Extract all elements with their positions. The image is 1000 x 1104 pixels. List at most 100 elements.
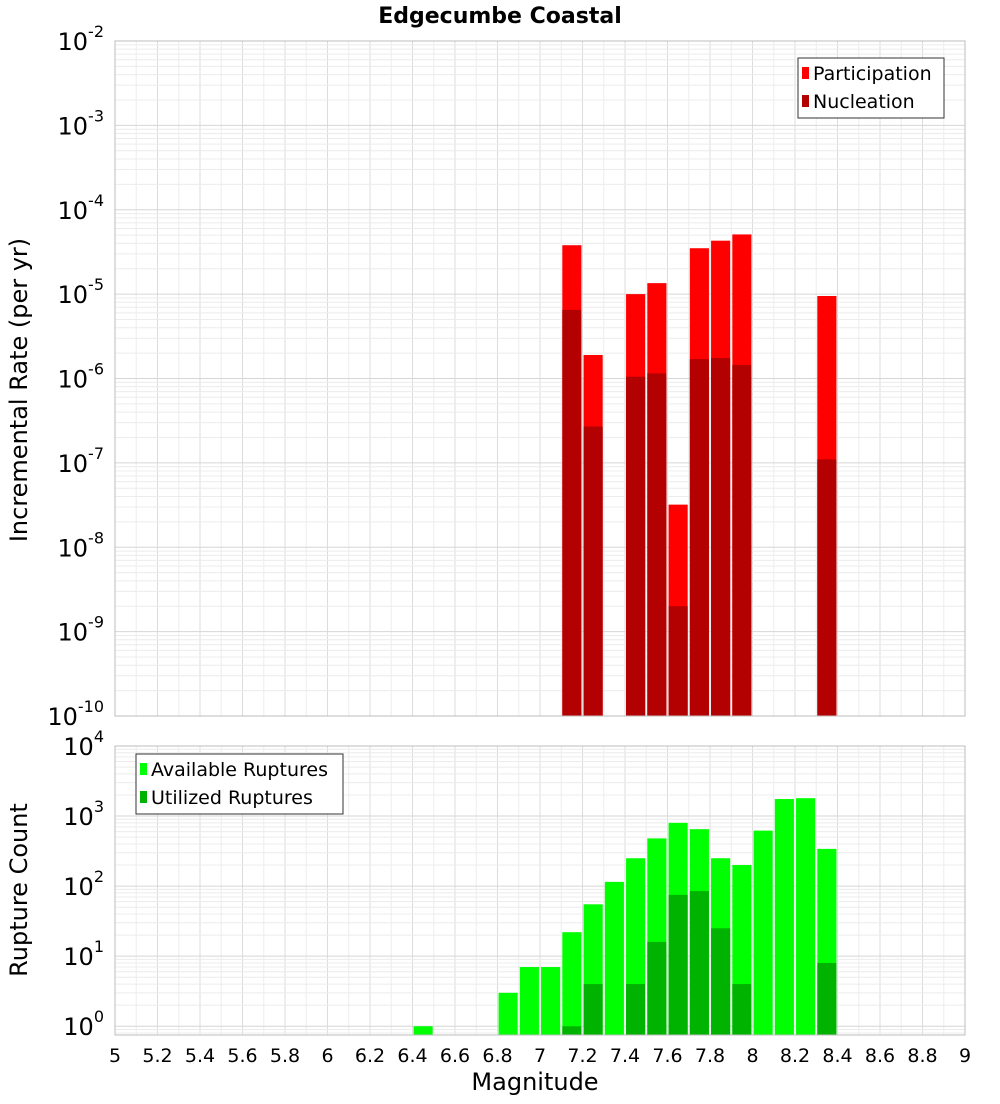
x-tick-label: 8 xyxy=(746,1045,758,1067)
x-tick-label: 7.2 xyxy=(567,1045,597,1067)
bar-nucleation xyxy=(647,373,667,716)
x-tick-label: 6.6 xyxy=(440,1045,470,1067)
legend-label: Nucleation xyxy=(813,91,915,113)
x-tick-label: 8.2 xyxy=(780,1045,810,1067)
bar-nucleation xyxy=(817,459,837,716)
y-tick-label: 10-8 xyxy=(58,528,105,562)
y-tick-base: 10 xyxy=(63,733,94,761)
y-tick-exponent: -6 xyxy=(88,360,104,379)
x-tick-label: 5.6 xyxy=(227,1045,257,1067)
y-tick-exponent: -2 xyxy=(88,22,104,41)
y-tick-label: 10-2 xyxy=(58,22,105,56)
y-tick-label: 10-4 xyxy=(58,191,105,225)
bar-nucleation xyxy=(583,426,603,716)
legend-box xyxy=(797,57,945,119)
bar-nucleation xyxy=(732,364,752,716)
y-tick-base: 10 xyxy=(47,703,78,731)
y-tick-base: 10 xyxy=(58,281,89,309)
bar-available-ruptures xyxy=(774,799,794,1035)
bar-available-ruptures xyxy=(541,967,561,1035)
y-tick-exponent: 4 xyxy=(94,727,104,746)
bar-utilized-ruptures xyxy=(562,1026,582,1035)
x-tick-label: 5.2 xyxy=(142,1045,172,1067)
legend-swatch xyxy=(140,791,147,803)
y-tick-label: 102 xyxy=(63,867,104,901)
y-tick-base: 10 xyxy=(58,534,89,562)
y-tick-base: 10 xyxy=(63,943,94,971)
y-tick-exponent: -9 xyxy=(88,613,104,632)
x-tick-label: 9 xyxy=(959,1045,971,1067)
y-tick-label: 10-3 xyxy=(58,106,105,140)
y-tick-exponent: -8 xyxy=(88,528,104,547)
bar-available-ruptures xyxy=(498,992,518,1035)
y-tick-base: 10 xyxy=(58,366,89,394)
y-tick-base: 10 xyxy=(63,873,94,901)
y-tick-exponent: -7 xyxy=(88,444,104,463)
y-tick-base: 10 xyxy=(58,619,89,647)
bar-nucleation xyxy=(689,359,709,716)
bar-utilized-ruptures xyxy=(711,928,731,1035)
legend-label: Participation xyxy=(813,63,932,85)
bar-utilized-ruptures xyxy=(668,894,688,1035)
y-tick-base: 10 xyxy=(58,112,89,140)
legend-label: Utilized Ruptures xyxy=(151,787,313,809)
bar-nucleation xyxy=(668,606,688,716)
y-tick-label: 100 xyxy=(63,1007,104,1041)
y-tick-exponent: -4 xyxy=(88,191,104,210)
bar-nucleation xyxy=(711,357,731,716)
y-tick-exponent: 2 xyxy=(94,867,104,886)
y-tick-base: 10 xyxy=(63,803,94,831)
y-tick-label: 10-6 xyxy=(58,360,105,394)
bar-nucleation xyxy=(562,309,582,716)
bar-available-ruptures xyxy=(519,967,539,1035)
plot-border xyxy=(114,745,966,1036)
bar-utilized-ruptures xyxy=(689,891,709,1035)
y-tick-exponent: 0 xyxy=(94,1007,104,1026)
y-tick-base: 10 xyxy=(58,28,89,56)
x-tick-label: 6.2 xyxy=(355,1045,385,1067)
y-tick-label: 10-7 xyxy=(58,444,105,478)
x-tick-label: 8.8 xyxy=(907,1045,937,1067)
legend-box xyxy=(135,753,344,815)
x-tick-label: 7.6 xyxy=(652,1045,682,1067)
y-tick-base: 10 xyxy=(58,197,89,225)
panel-1: 10-1010-910-810-710-610-510-410-310-2Inc… xyxy=(5,22,966,731)
y-axis-label: Rupture Count xyxy=(5,803,33,977)
bar-available-ruptures xyxy=(604,881,624,1035)
bar-available-ruptures xyxy=(413,1026,433,1035)
bar-available-ruptures xyxy=(562,932,582,1035)
x-axis-label: Magnitude xyxy=(471,1068,598,1096)
y-axis-label: Incremental Rate (per yr) xyxy=(5,238,33,542)
x-tick-label: 7.4 xyxy=(610,1045,640,1067)
y-tick-base: 10 xyxy=(63,1013,94,1041)
y-tick-label: 10-10 xyxy=(47,697,104,731)
legend-label: Available Ruptures xyxy=(151,759,328,781)
x-tick-label: 7 xyxy=(534,1045,546,1067)
y-tick-exponent: 3 xyxy=(94,797,104,816)
x-tick-label: 5.8 xyxy=(270,1045,300,1067)
legend-swatch xyxy=(140,763,147,775)
x-tick-label: 8.4 xyxy=(822,1045,852,1067)
y-tick-exponent: -10 xyxy=(78,697,104,716)
y-tick-label: 104 xyxy=(63,727,104,761)
plot-border xyxy=(114,40,966,717)
bar-available-ruptures xyxy=(753,830,773,1035)
y-tick-exponent: -5 xyxy=(88,275,104,294)
y-tick-label: 10-5 xyxy=(58,275,105,309)
y-tick-exponent: -3 xyxy=(88,106,104,125)
bar-nucleation xyxy=(626,376,646,716)
bar-utilized-ruptures xyxy=(626,984,646,1035)
bar-available-ruptures xyxy=(796,798,816,1035)
legend-swatch xyxy=(802,95,809,107)
x-tick-label: 5 xyxy=(109,1045,121,1067)
x-tick-label: 5.4 xyxy=(185,1045,215,1067)
chart-title: Edgecumbe Coastal xyxy=(378,4,622,29)
bar-utilized-ruptures xyxy=(583,984,603,1035)
y-tick-label: 101 xyxy=(63,937,104,971)
y-tick-label: 103 xyxy=(63,797,104,831)
bar-utilized-ruptures xyxy=(647,941,667,1035)
y-tick-base: 10 xyxy=(58,450,89,478)
bar-utilized-ruptures xyxy=(732,984,752,1035)
